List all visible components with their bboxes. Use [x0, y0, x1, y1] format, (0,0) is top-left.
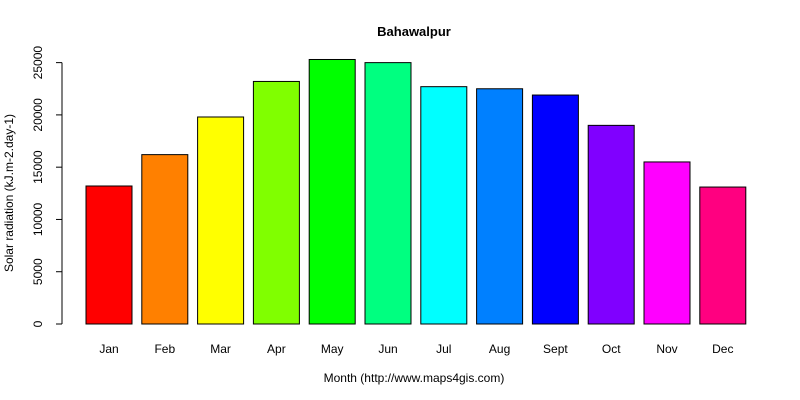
x-tick-label: Dec: [712, 342, 733, 356]
bar-aug: [476, 88, 524, 325]
y-tick-label: 25000: [31, 46, 45, 80]
bar-nov: [643, 161, 691, 325]
y-tick-label: 10000: [31, 202, 45, 236]
x-tick-label: Jun: [378, 342, 397, 356]
y-tick-label: 5000: [31, 258, 45, 285]
x-tick-label: Apr: [267, 342, 286, 356]
bar-oct: [587, 124, 635, 325]
x-axis: Jan Feb Mar Apr May Jun Jul Aug Sept Oct Nov Dec: [99, 342, 733, 356]
bar-feb: [141, 154, 189, 325]
bar-dec: [699, 186, 747, 325]
bar-jan: [85, 185, 133, 325]
bar-may: [308, 58, 356, 325]
y-axis-label: Solar radiation (kJ.m-2.day-1): [2, 114, 16, 272]
y-tick-label: 0: [31, 320, 45, 327]
x-tick-label: Mar: [210, 342, 231, 356]
bar-jul: [420, 86, 468, 325]
x-tick-label: Nov: [656, 342, 677, 356]
y-tick-label: 15000: [31, 150, 45, 184]
x-tick-label: Aug: [489, 342, 510, 356]
bar-apr: [252, 80, 300, 325]
bars-group: [85, 58, 747, 325]
y-axis: 0 5000 10000 15000 20000 25000: [31, 46, 63, 327]
x-tick-label: May: [321, 342, 344, 356]
bar-sept: [531, 94, 579, 325]
x-tick-label: Jan: [99, 342, 118, 356]
y-tick-label: 20000: [31, 98, 45, 132]
x-tick-label: Jul: [436, 342, 451, 356]
x-tick-label: Feb: [154, 342, 175, 356]
x-tick-label: Sept: [543, 342, 568, 356]
x-tick-label: Oct: [602, 342, 621, 356]
bar-jun: [364, 62, 412, 325]
chart-title: Bahawalpur: [377, 24, 451, 39]
x-axis-label: Month (http://www.maps4gis.com): [324, 371, 505, 385]
bar-mar: [197, 116, 245, 325]
